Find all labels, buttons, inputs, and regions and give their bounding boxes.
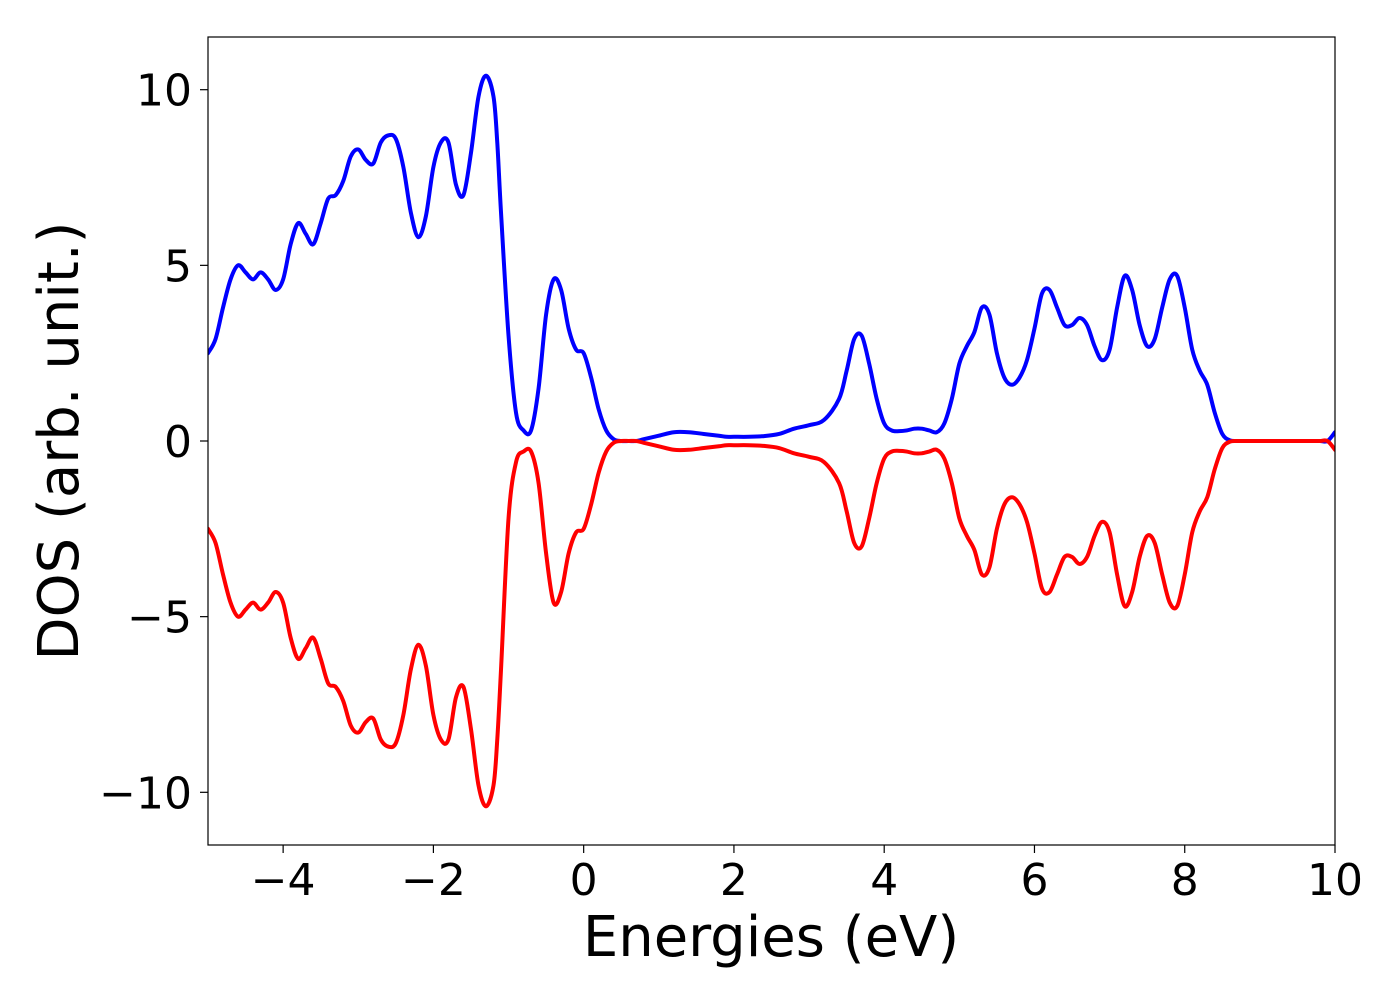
x-tick-label: 10 (1307, 855, 1363, 906)
y-tick-label: 0 (164, 417, 192, 468)
x-tick-label: −4 (251, 855, 316, 906)
x-tick-label: −2 (401, 855, 466, 906)
y-axis-title: DOS (arb. unit.) (27, 221, 92, 660)
x-axis-title: Energies (eV) (583, 905, 959, 970)
y-tick-label: −5 (127, 593, 192, 644)
x-tick-label: 4 (870, 855, 898, 906)
x-tick-label: 6 (1020, 855, 1048, 906)
series-layer (208, 73, 1335, 809)
x-axis: −4 −2 0 2 4 6 8 10 (251, 845, 1363, 906)
x-tick-label: 0 (570, 855, 598, 906)
y-tick-label: −10 (99, 768, 192, 819)
y-tick-label: 5 (164, 241, 192, 292)
dos-series-line-lower (208, 438, 1335, 809)
y-tick-label: 10 (136, 66, 192, 117)
y-axis: 10 5 0 −5 −10 (99, 66, 208, 819)
x-tick-label: 8 (1171, 855, 1199, 906)
dos-series-line-upper (208, 73, 1335, 444)
x-tick-label: 2 (720, 855, 748, 906)
